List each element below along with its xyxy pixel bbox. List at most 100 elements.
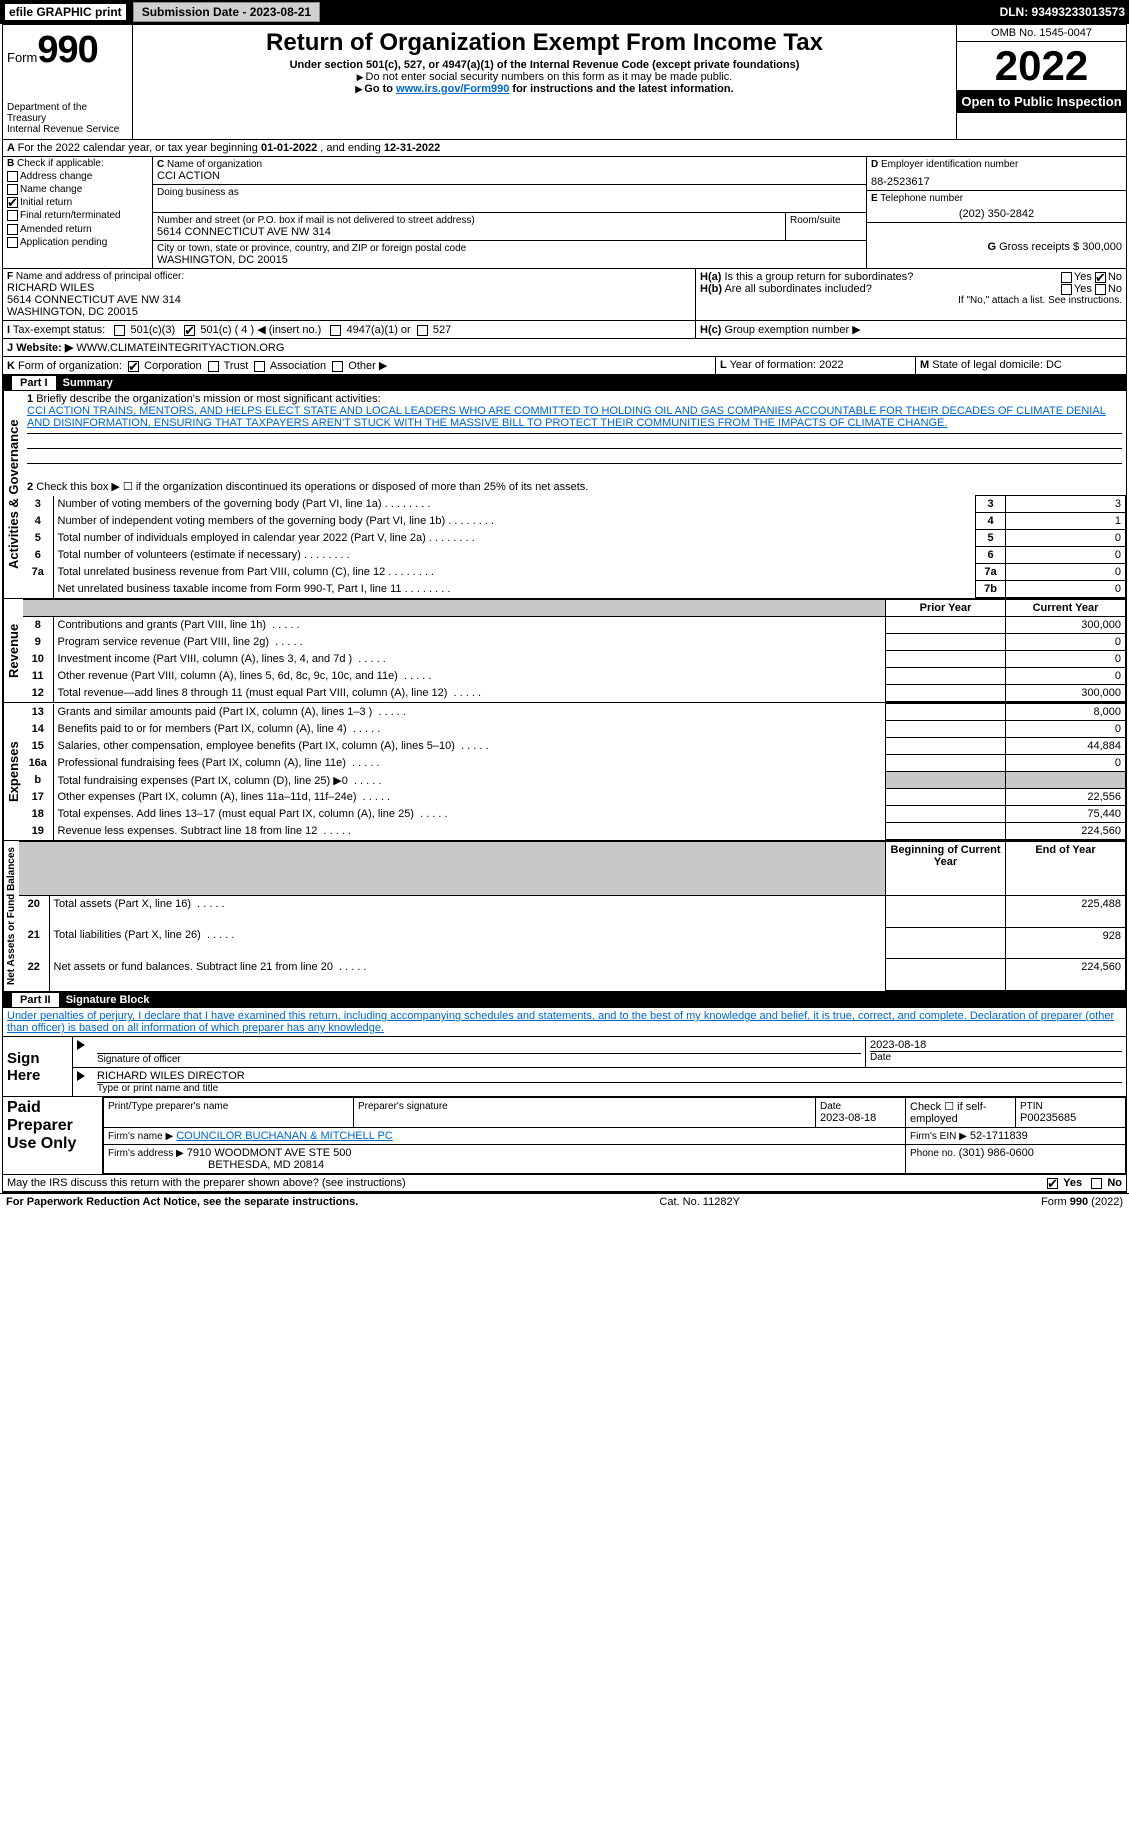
ha-label: Is this a group return for subordinates? (724, 271, 913, 283)
c-name-label: Name of organization (167, 159, 262, 170)
date-label: Date (870, 1051, 1122, 1063)
chk-initial-return[interactable] (7, 197, 18, 208)
vlabel-ag: Activities & Governance (3, 391, 23, 598)
header-mid: Return of Organization Exempt From Incom… (133, 25, 956, 139)
ag-row: Net unrelated business taxable income fr… (23, 581, 1126, 598)
chk-ha-no[interactable] (1095, 272, 1106, 283)
chk-application-pending[interactable] (7, 237, 18, 248)
data-row: 18Total expenses. Add lines 13–17 (must … (23, 806, 1126, 823)
chk-discuss-no[interactable] (1091, 1178, 1102, 1189)
opt-other: Other ▶ (348, 360, 387, 372)
sig-arrow-icon-2 (77, 1071, 85, 1081)
block-klm: K Form of organization: Corporation Trus… (3, 357, 1126, 375)
q1-label: Briefly describe the organization's miss… (36, 393, 380, 405)
dln-label: DLN: 93493233013573 (1000, 5, 1125, 19)
data-row: 16aProfessional fundraising fees (Part I… (23, 755, 1126, 772)
gross-receipts-label: Gross receipts $ (999, 241, 1079, 253)
table-na: Beginning of Current YearEnd of Year 20T… (19, 841, 1126, 991)
chk-corp[interactable] (128, 361, 139, 372)
opt-assoc: Association (270, 360, 326, 372)
block-fh: F Name and address of principal officer:… (3, 269, 1126, 321)
note-goto-pre: Go to (364, 83, 396, 95)
ha-yes: Yes (1074, 271, 1092, 283)
form-number: 990 (37, 29, 97, 71)
firm-phone-label: Phone no. (910, 1148, 956, 1159)
mission-text[interactable]: CCI ACTION TRAINS, MENTORS, AND HELPS EL… (27, 405, 1106, 429)
chk-ha-yes[interactable] (1061, 272, 1072, 283)
org-name: CCI ACTION (157, 170, 862, 182)
discuss-no: No (1107, 1177, 1122, 1189)
discuss-label: May the IRS discuss this return with the… (7, 1177, 406, 1189)
firm-name-label: Firm's name ▶ (108, 1131, 173, 1142)
ein-label: Employer identification number (881, 159, 1018, 170)
part1-bar: Part I Summary (3, 375, 1126, 391)
opt-corp: Corporation (144, 360, 201, 372)
open-to-public: Open to Public Inspection (957, 90, 1126, 113)
chk-discuss-yes[interactable] (1047, 1178, 1058, 1189)
chk-501c[interactable] (184, 325, 195, 336)
data-row: 11Other revenue (Part VIII, column (A), … (23, 668, 1126, 685)
chk-assoc[interactable] (254, 361, 265, 372)
chk-amended-return[interactable] (7, 224, 18, 235)
vlabel-na: Net Assets or Fund Balances (3, 841, 19, 991)
firm-name[interactable]: COUNCILOR BUCHANAN & MITCHELL PC (176, 1130, 393, 1142)
ag-row: 4Number of independent voting members of… (23, 513, 1126, 530)
org-address: 5614 CONNECTICUT AVE NW 314 (157, 226, 781, 238)
declaration-text[interactable]: Under penalties of perjury, I declare th… (7, 1010, 1114, 1034)
discuss-yes: Yes (1063, 1177, 1082, 1189)
note-ssn: Do not enter social security numbers on … (366, 71, 733, 83)
sig-arrow-icon (77, 1040, 85, 1050)
hb-no: No (1108, 283, 1122, 295)
data-row: 13Grants and similar amounts paid (Part … (23, 704, 1126, 721)
line-a-mid: , and ending (317, 142, 384, 154)
chk-527[interactable] (417, 325, 428, 336)
vlabel-rev: Revenue (3, 599, 23, 702)
h-note: If "No," attach a list. See instructions… (700, 295, 1122, 306)
chk-other[interactable] (332, 361, 343, 372)
ptin-label: PTIN (1020, 1101, 1043, 1112)
chk-hb-no[interactable] (1095, 284, 1106, 295)
hc-label: Group exemption number ▶ (724, 324, 860, 336)
dept-label: Department of the Treasury (7, 102, 128, 124)
hb-yes: Yes (1074, 283, 1092, 295)
chk-address-change[interactable] (7, 171, 18, 182)
firm-phone: (301) 986-0600 (959, 1147, 1034, 1159)
table-exp: 13Grants and similar amounts paid (Part … (23, 703, 1126, 840)
part1-body: Activities & Governance 1 Briefly descri… (3, 391, 1126, 598)
part2-name: Signature Block (66, 994, 150, 1006)
firm-ein-label: Firm's EIN ▶ (910, 1131, 967, 1142)
chk-4947[interactable] (330, 325, 341, 336)
table-rev: Prior YearCurrent Year 8Contributions an… (23, 599, 1126, 702)
opt-501c: 501(c) ( 4 ) ◀ (insert no.) (200, 324, 321, 336)
pp-date: 2023-08-18 (820, 1112, 876, 1124)
opt-initial-return: Initial return (20, 197, 72, 208)
form-word: Form (7, 50, 37, 65)
sig-officer-label: Signature of officer (97, 1053, 861, 1065)
gross-receipts-value: 300,000 (1082, 241, 1122, 253)
block-bcdeg: B Check if applicable: Address change Na… (3, 157, 1126, 269)
submission-date-button[interactable]: Submission Date - 2023-08-21 (133, 2, 320, 22)
data-row: 8Contributions and grants (Part VIII, li… (23, 617, 1126, 634)
chk-name-change[interactable] (7, 184, 18, 195)
chk-final-return[interactable] (7, 210, 18, 221)
part2-title: Part II (11, 992, 60, 1008)
data-row: 21Total liabilities (Part X, line 26) . … (19, 927, 1126, 959)
q2-label: Check this box ▶ ☐ if the organization d… (36, 481, 588, 493)
chk-hb-yes[interactable] (1061, 284, 1072, 295)
website-value: WWW.CLIMATEINTEGRITYACTION.ORG (76, 342, 284, 354)
org-city: WASHINGTON, DC 20015 (157, 254, 862, 266)
form-org-label: Form of organization: (18, 360, 122, 372)
year-form-label: Year of formation: (730, 359, 816, 371)
tax-status-label: Tax-exempt status: (13, 324, 105, 336)
paid-preparer-label: Paid Preparer Use Only (3, 1097, 103, 1174)
data-row: 15Salaries, other compensation, employee… (23, 738, 1126, 755)
line-a-pre: For the 2022 calendar year, or tax year … (18, 142, 261, 154)
firm-addr-label: Firm's address ▶ (108, 1148, 184, 1159)
line-a: A For the 2022 calendar year, or tax yea… (3, 140, 1126, 157)
chk-501c3[interactable] (114, 325, 125, 336)
efile-label: efile GRAPHIC print (4, 3, 127, 21)
chk-trust[interactable] (208, 361, 219, 372)
data-row: 20Total assets (Part X, line 16) . . . .… (19, 896, 1126, 928)
opt-4947: 4947(a)(1) or (347, 324, 411, 336)
irs-link[interactable]: www.irs.gov/Form990 (396, 83, 509, 95)
